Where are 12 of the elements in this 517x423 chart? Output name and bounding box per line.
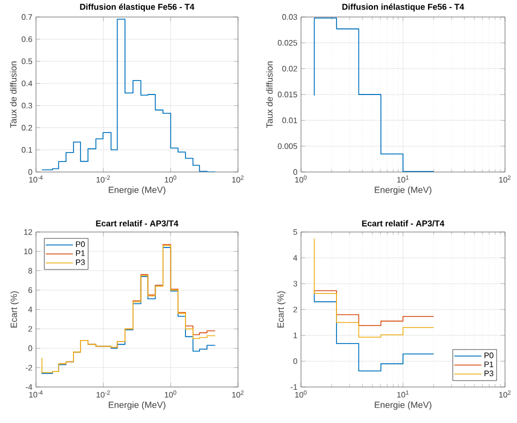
y-axis-title: Ecart (%): [10, 291, 19, 328]
y-axis-title: Taux de diffusion: [10, 62, 17, 128]
x-axis-title: Energie (MeV): [108, 401, 166, 410]
x-axis-title: Energie (MeV): [374, 186, 432, 195]
y-axis-title: Ecart (%): [277, 291, 286, 328]
chart-title: Diffusion élastique Fe56 - T4: [80, 4, 194, 12]
x-axis-title: Energie (MeV): [108, 186, 166, 195]
chart-title: Ecart relatif - AP3/T4: [362, 220, 444, 226]
y-axis-title: Taux de diffusion: [266, 62, 273, 128]
chart-title: Ecart relatif - AP3/T4: [96, 220, 178, 226]
chart-title: Diffusion inélastique Fe56 - T4: [342, 4, 464, 12]
x-axis-title: Energie (MeV): [374, 401, 432, 410]
